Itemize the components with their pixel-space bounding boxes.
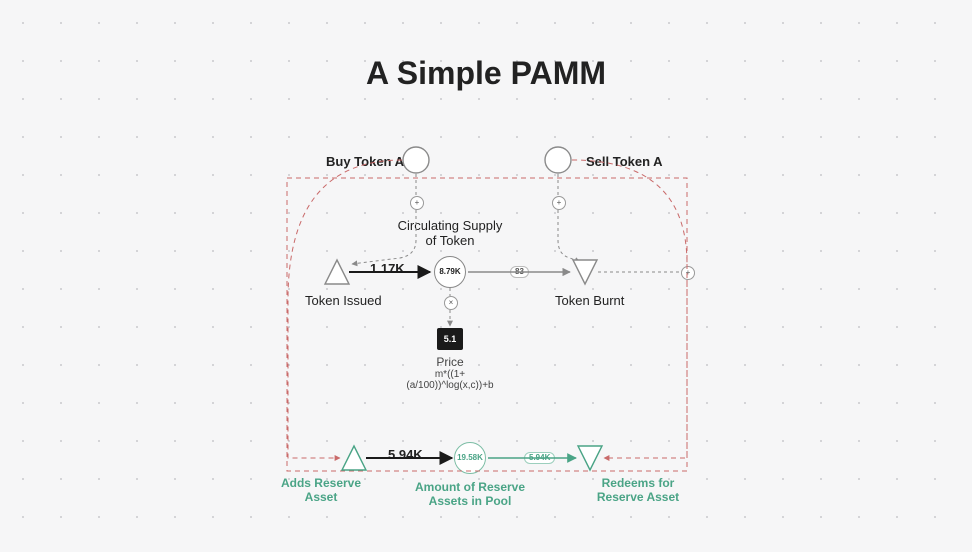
- adds-reserve-triangle-icon: [342, 446, 366, 470]
- token-burnt-triangle-icon: [573, 260, 597, 284]
- plus-to-issued-line: [352, 210, 416, 264]
- sell-to-edgeplus-path: [572, 160, 687, 264]
- buy-cloud-icon: [403, 147, 429, 173]
- sell-cloud-icon: [545, 147, 571, 173]
- redeems-reserve-triangle-icon: [578, 446, 602, 470]
- plus-to-burnt-line: [558, 210, 580, 262]
- edgeplus-to-redeems-path: [604, 280, 687, 458]
- diagram-svg: [0, 0, 972, 552]
- token-issued-triangle-icon: [325, 260, 349, 284]
- boundary-box: [287, 178, 687, 471]
- buy-to-adds-path: [288, 160, 402, 458]
